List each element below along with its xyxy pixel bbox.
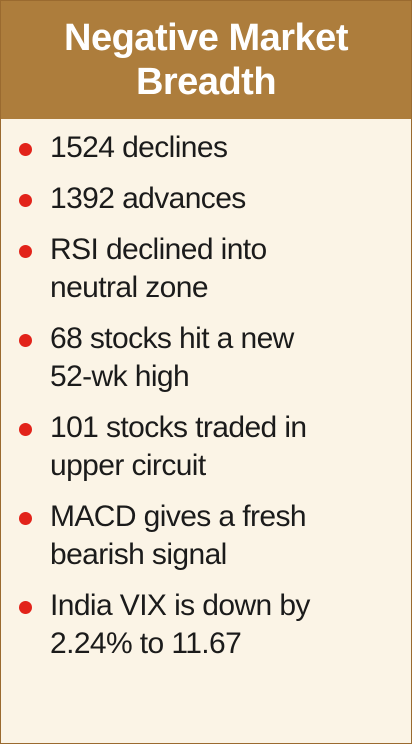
list-item-text: India VIX is down by 2.24% to 11.67 <box>50 589 310 660</box>
list-item: 1524 declines <box>19 129 393 167</box>
red-dot-bullet-icon <box>19 512 32 525</box>
list-item-text: 101 stocks traded in upper circuit <box>50 411 307 482</box>
list-item-text: MACD gives a fresh bearish signal <box>50 500 307 571</box>
list-item-text: 1524 declines <box>50 131 228 164</box>
red-dot-bullet-icon <box>19 143 32 156</box>
red-dot-bullet-icon <box>19 423 32 436</box>
red-dot-bullet-icon <box>19 245 32 258</box>
red-dot-bullet-icon <box>19 194 32 207</box>
card-title: Negative Market Breadth <box>64 17 348 103</box>
card-header: Negative Market Breadth <box>1 1 411 119</box>
list-item-text: RSI declined into neutral zone <box>50 233 267 304</box>
list-item: 101 stocks traded in upper circuit <box>19 409 393 485</box>
list-item: RSI declined into neutral zone <box>19 231 393 307</box>
list-item: MACD gives a fresh bearish signal <box>19 498 393 574</box>
list-item: India VIX is down by 2.24% to 11.67 <box>19 587 393 663</box>
list-item: 1392 advances <box>19 180 393 218</box>
stats-list: 1524 declines 1392 advances RSI declined… <box>1 119 411 663</box>
list-item: 68 stocks hit a new 52-wk high <box>19 320 393 396</box>
red-dot-bullet-icon <box>19 601 32 614</box>
red-dot-bullet-icon <box>19 334 32 347</box>
list-item-text: 1392 advances <box>50 182 246 215</box>
list-item-text: 68 stocks hit a new 52-wk high <box>50 322 294 393</box>
